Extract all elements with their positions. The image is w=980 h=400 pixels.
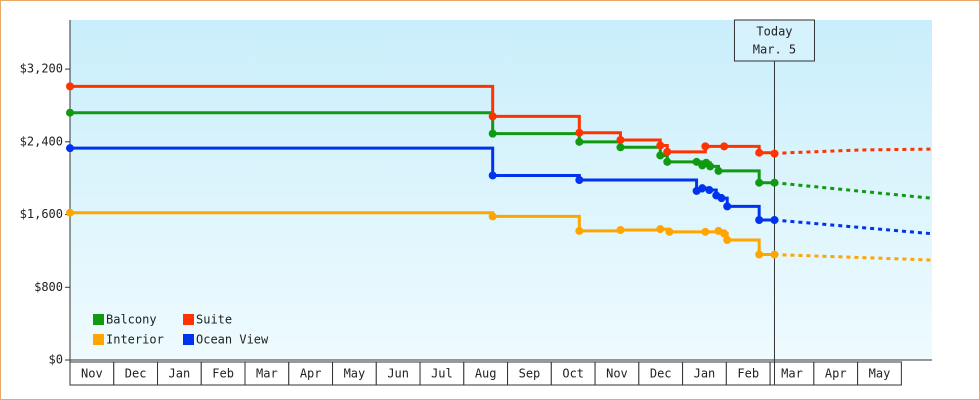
price-point bbox=[488, 129, 497, 138]
x-tick-label: Dec bbox=[125, 367, 147, 381]
price-point bbox=[723, 202, 732, 211]
price-point bbox=[723, 236, 732, 244]
price-point bbox=[616, 226, 625, 234]
today-box bbox=[733, 19, 815, 62]
today-label: Mar. 5 bbox=[753, 43, 796, 57]
legend-swatch bbox=[93, 314, 104, 325]
x-tick-label: Dec bbox=[650, 367, 672, 381]
x-tick-label: May bbox=[869, 367, 891, 381]
y-tick-label: $3,200 bbox=[20, 62, 63, 76]
price-point bbox=[720, 229, 729, 238]
legend-label: Balcony bbox=[106, 313, 157, 327]
x-tick-cell bbox=[857, 361, 902, 386]
price-point bbox=[770, 178, 779, 187]
price-point bbox=[575, 137, 584, 146]
y-tick-label: $800 bbox=[34, 280, 63, 294]
legend-swatch bbox=[93, 334, 104, 345]
price-point bbox=[656, 141, 665, 150]
legend-swatch bbox=[183, 314, 194, 325]
price-point bbox=[656, 225, 665, 234]
x-tick-label: May bbox=[344, 367, 366, 381]
price-point bbox=[770, 149, 779, 158]
price-point bbox=[665, 227, 674, 236]
x-tick-label: Mar bbox=[256, 367, 278, 381]
x-tick-label: Jan bbox=[694, 367, 716, 381]
price-point bbox=[488, 171, 497, 180]
price-point bbox=[575, 176, 584, 184]
forecast-line bbox=[774, 253, 932, 262]
x-tick-label: Apr bbox=[825, 367, 847, 381]
legend-label: Ocean View bbox=[196, 333, 269, 347]
forecast-line bbox=[774, 218, 932, 236]
legend-swatch bbox=[183, 334, 194, 345]
price-point bbox=[701, 142, 710, 151]
price-point bbox=[698, 184, 707, 193]
price-point bbox=[488, 212, 497, 221]
x-tick-label: Jun bbox=[387, 367, 409, 381]
price-point bbox=[616, 136, 625, 144]
legend-label: Interior bbox=[106, 333, 164, 347]
price-point bbox=[770, 216, 779, 224]
x-tick-label: Nov bbox=[606, 367, 628, 381]
x-tick-label: Jan bbox=[169, 367, 191, 381]
price-point bbox=[714, 166, 723, 175]
price-point bbox=[717, 194, 726, 203]
price-point bbox=[755, 148, 764, 157]
forecast-line bbox=[774, 181, 932, 200]
price-point bbox=[706, 162, 715, 171]
price-point bbox=[488, 112, 497, 121]
x-tick-label: Mar bbox=[781, 367, 803, 381]
price-point bbox=[701, 227, 710, 236]
price-point bbox=[663, 157, 672, 166]
price-point bbox=[692, 157, 701, 166]
price-point bbox=[656, 151, 665, 160]
price-point bbox=[616, 143, 625, 152]
x-tick-label: Feb bbox=[212, 367, 234, 381]
price-point bbox=[755, 178, 764, 187]
x-tick-label: Jul bbox=[431, 367, 453, 381]
price-point bbox=[66, 108, 74, 117]
price-point bbox=[575, 128, 584, 137]
price-point bbox=[720, 142, 729, 151]
forecast-line bbox=[774, 147, 932, 156]
y-tick-label: $0 bbox=[49, 353, 63, 367]
x-tick-label: Oct bbox=[562, 367, 584, 381]
price-point bbox=[66, 144, 74, 153]
plot-area bbox=[70, 20, 932, 360]
price-point bbox=[770, 250, 779, 259]
price-point bbox=[663, 147, 672, 156]
price-point bbox=[755, 250, 764, 259]
price-point bbox=[705, 186, 714, 194]
price-point bbox=[66, 208, 74, 217]
x-tick-label: Feb bbox=[737, 367, 759, 381]
price-point bbox=[66, 82, 74, 91]
y-tick-label: $1,600 bbox=[20, 207, 63, 221]
x-tick-label: Nov bbox=[81, 367, 103, 381]
y-tick-label: $2,400 bbox=[20, 134, 63, 148]
today-label: Today bbox=[756, 25, 792, 39]
x-tick-label: Sep bbox=[519, 367, 541, 381]
legend-label: Suite bbox=[196, 313, 232, 327]
price-point bbox=[755, 216, 764, 224]
price-point bbox=[575, 226, 584, 235]
x-tick-label: Apr bbox=[300, 367, 322, 381]
x-tick-label: Aug bbox=[475, 367, 497, 381]
